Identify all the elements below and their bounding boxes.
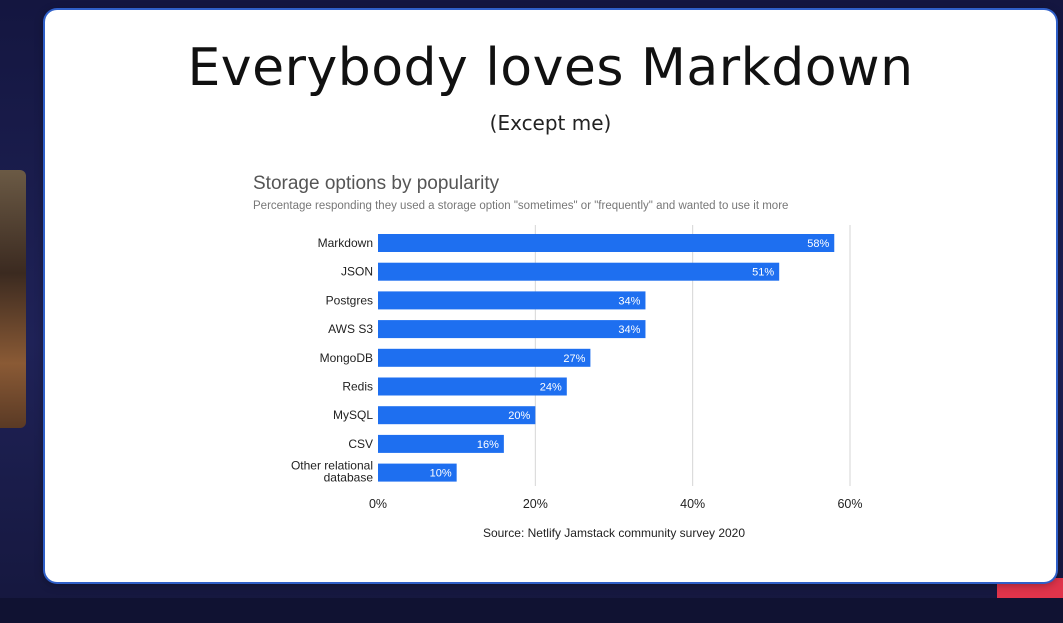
bar <box>378 348 591 367</box>
category-label: Postgres <box>326 293 373 307</box>
chart-source: Source: Netlify Jamstack community surve… <box>483 526 745 540</box>
bar <box>378 406 536 425</box>
category-label: JSON <box>341 265 373 279</box>
red-accent-block <box>997 578 1063 598</box>
slide-title: Everybody loves Markdown <box>187 38 914 98</box>
chart-title: Storage options by popularity <box>253 173 500 194</box>
bar <box>378 291 646 310</box>
bar <box>378 377 567 396</box>
bar-value-label: 24% <box>540 382 562 394</box>
category-label: MySQL <box>333 408 373 422</box>
bar <box>378 320 646 339</box>
category-label: Other relational database <box>291 459 373 485</box>
bar-value-label: 16% <box>477 439 499 451</box>
slide-subtitle: (Except me) <box>489 111 612 135</box>
bar <box>378 434 504 453</box>
bar-value-label: 51% <box>752 267 774 279</box>
bar-chart: Storage options by popularity Percentage… <box>253 173 863 540</box>
category-label: CSV <box>348 437 373 451</box>
x-tick-label: 40% <box>680 497 705 511</box>
category-labels: Markdown JSON Postgres AWS S3 MongoDB Redis My… <box>291 236 373 485</box>
bar-value-label: 58% <box>807 238 829 250</box>
presentation-slide: Everybody loves Markdown (Except me) Sto… <box>45 10 1056 582</box>
bottom-stripe <box>0 598 1063 623</box>
x-tick-label: 0% <box>369 497 387 511</box>
x-axis-tick-labels: 0% 20% 40% 60% <box>369 497 863 511</box>
x-tick-label: 60% <box>837 497 862 511</box>
bars: 58% 51% 34% 34% 27% 24% 20% 16% 10% <box>378 234 835 482</box>
category-label: Markdown <box>318 236 373 250</box>
bar-value-label: 34% <box>618 295 640 307</box>
bar-value-label: 20% <box>508 410 530 422</box>
bar-value-label: 10% <box>430 468 452 480</box>
category-label: Redis <box>342 380 373 394</box>
bar-value-label: 27% <box>563 353 585 365</box>
x-tick-label: 20% <box>523 497 548 511</box>
bar-value-label: 34% <box>618 324 640 336</box>
bar <box>378 463 457 482</box>
bar <box>378 262 780 281</box>
chart-subtitle: Percentage responding they used a storag… <box>253 200 788 212</box>
bar <box>378 234 835 252</box>
category-label: MongoDB <box>320 351 373 365</box>
webcam-video-feed <box>0 170 26 428</box>
category-label: AWS S3 <box>328 322 373 336</box>
